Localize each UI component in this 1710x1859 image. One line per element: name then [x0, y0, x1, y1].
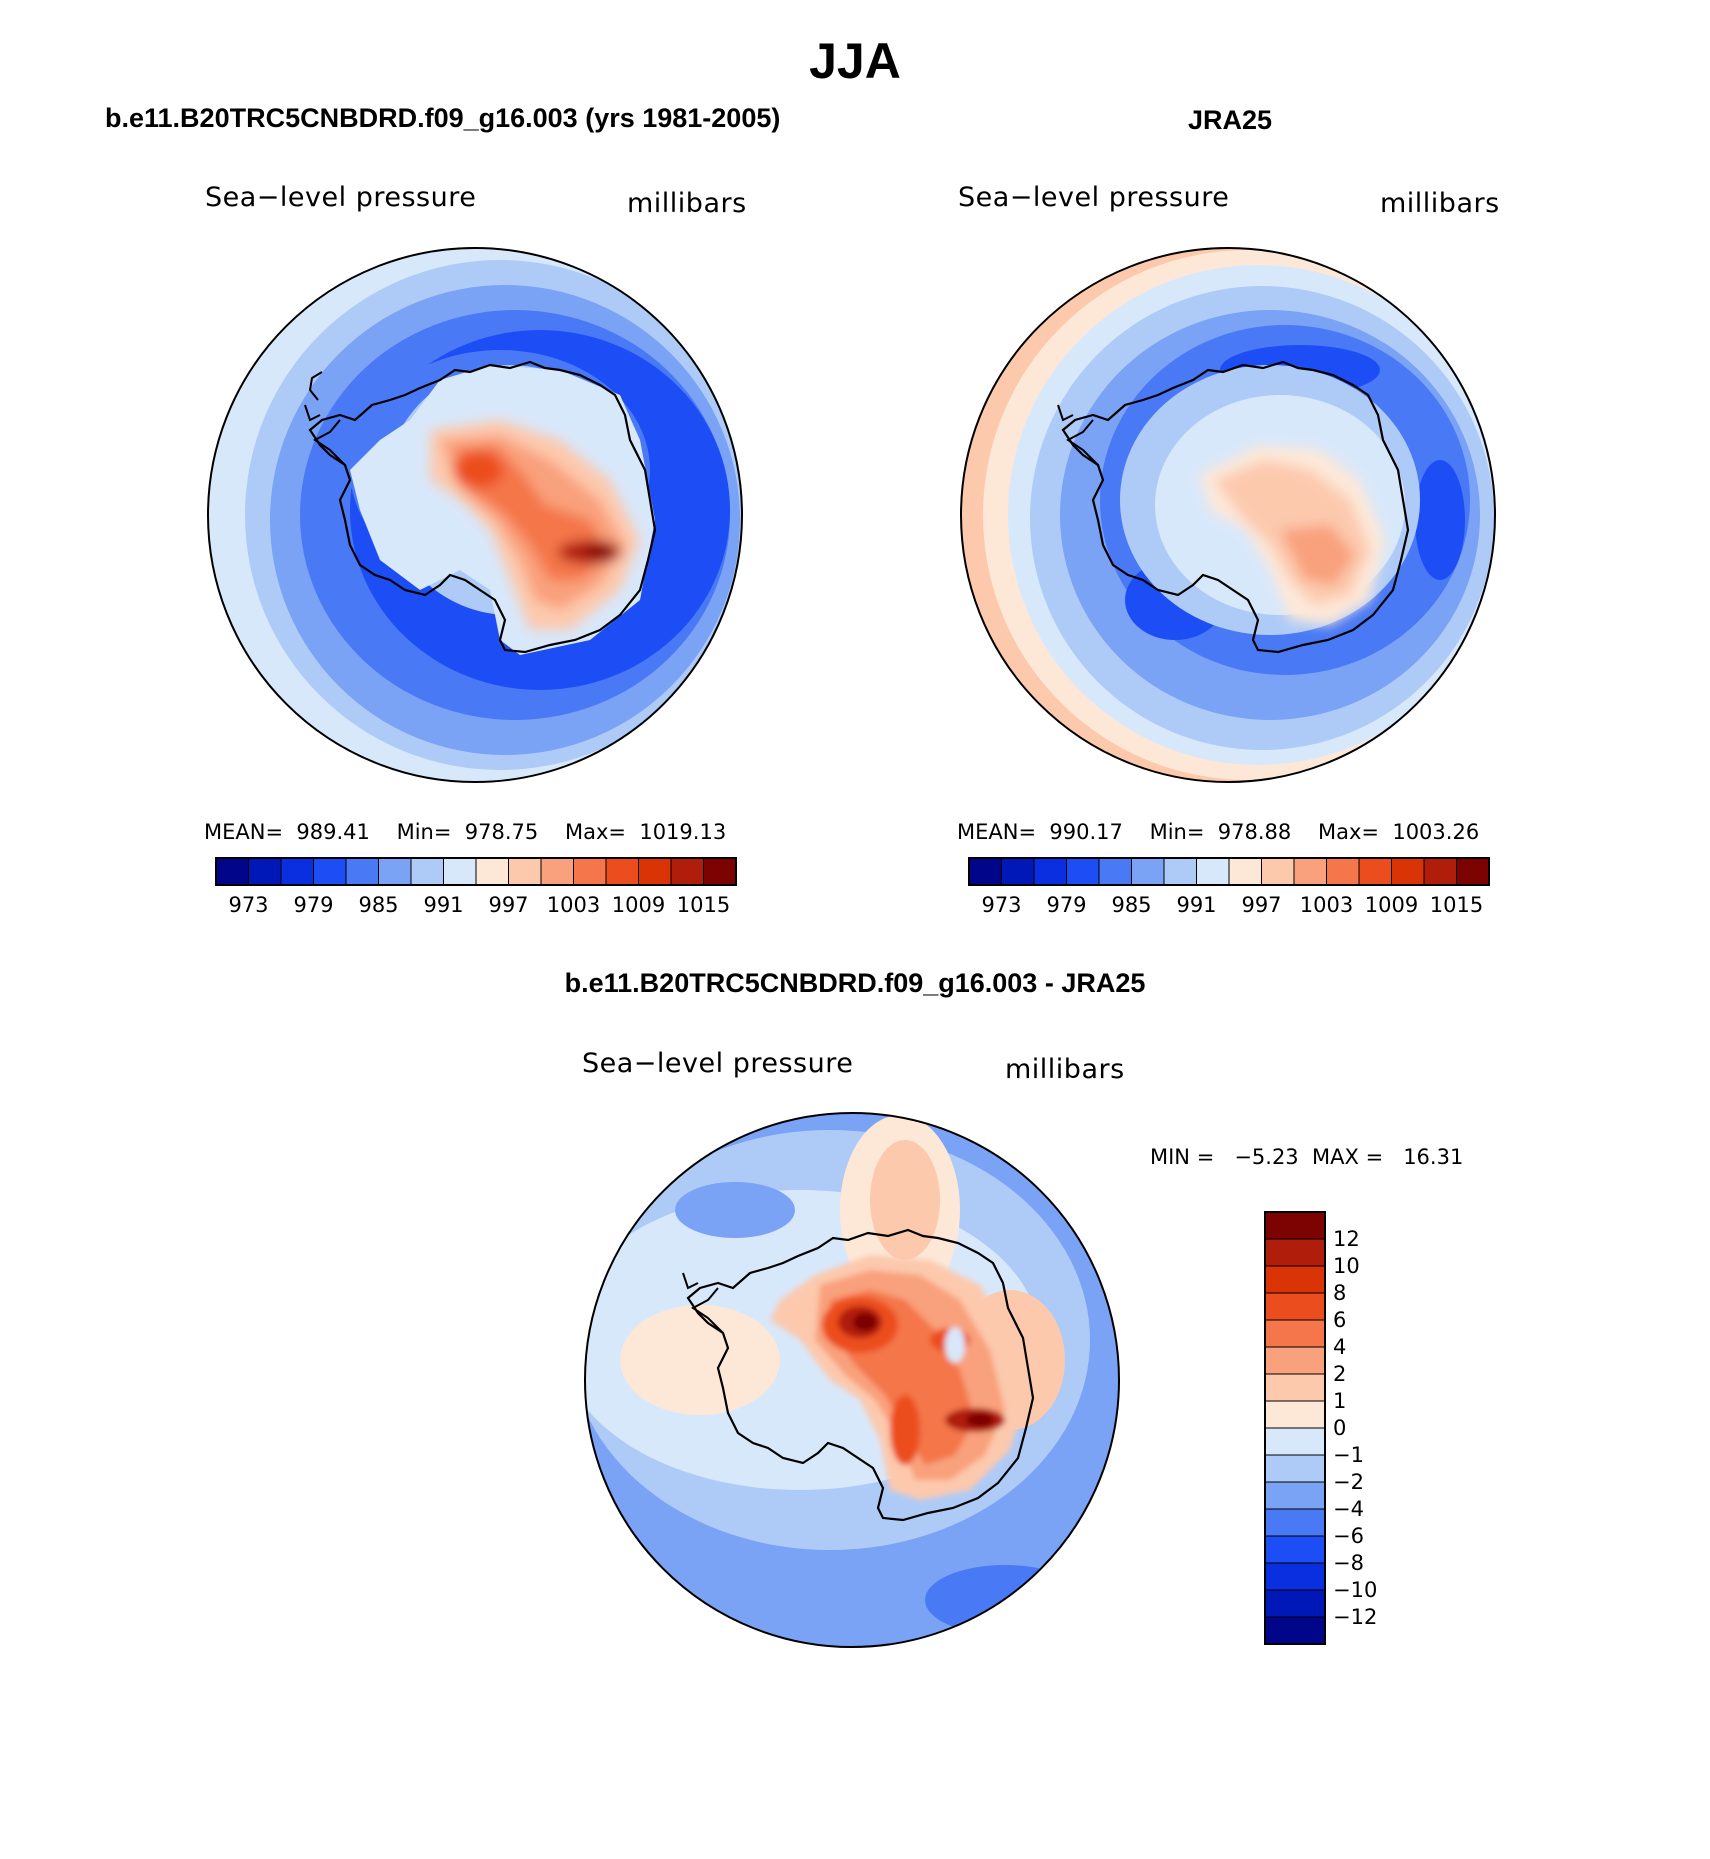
- colorbar-tick-label: 973: [981, 893, 1022, 917]
- colorbar-swatch: [670, 857, 704, 886]
- colorbar-swatch: [508, 857, 542, 886]
- colorbar-tick-label: 1015: [676, 893, 731, 917]
- colorbar-swatch: [345, 857, 379, 886]
- colorbar-tick-label: 4: [1333, 1335, 1347, 1359]
- model-panel-heading: b.e11.B20TRC5CNBDRD.f09_g16.003 (yrs 198…: [105, 103, 781, 133]
- colorbar-tick-label: 2: [1333, 1362, 1347, 1386]
- colorbar-swatch: [1264, 1535, 1326, 1564]
- colorbar-swatch: [1264, 1427, 1326, 1456]
- obs-stats: MEAN= 990.17 Min= 978.88 Max= 1003.26: [957, 820, 1480, 844]
- colorbar-swatch: [605, 857, 639, 886]
- colorbar-swatch: [1264, 1589, 1326, 1618]
- diff-variable-label: Sea−level pressure: [582, 1048, 854, 1079]
- colorbar-swatch: [968, 857, 1002, 886]
- colorbar-swatch: [1098, 857, 1132, 886]
- colorbar-tick-label: 997: [1241, 893, 1282, 917]
- colorbar-swatch: [703, 857, 737, 886]
- colorbar-tick-label: 12: [1333, 1227, 1360, 1251]
- colorbar-tick-label: 985: [358, 893, 399, 917]
- colorbar-swatch: [443, 857, 477, 886]
- colorbar-tick-label: −6: [1333, 1524, 1364, 1548]
- colorbar-swatch: [475, 857, 509, 886]
- colorbar-tick-label: 991: [1176, 893, 1217, 917]
- figure-title: JJA: [809, 33, 901, 89]
- colorbar-tick-label: 8: [1333, 1281, 1347, 1305]
- colorbar-tick-label: −10: [1333, 1578, 1378, 1602]
- colorbar-swatch: [1163, 857, 1197, 886]
- colorbar-swatch: [410, 857, 444, 886]
- colorbar-swatch: [1358, 857, 1392, 886]
- colorbar-swatch: [1131, 857, 1165, 886]
- colorbar-swatch: [215, 857, 249, 886]
- obs-panel-heading: JRA25: [1187, 105, 1273, 135]
- colorbar-tick-label: 10: [1333, 1254, 1360, 1278]
- colorbar-swatch: [1196, 857, 1230, 886]
- model-variable-label: Sea−level pressure: [205, 182, 477, 213]
- colorbar-swatch: [1264, 1292, 1326, 1321]
- colorbar-swatch: [1391, 857, 1425, 886]
- colorbar-tick-label: 1003: [1299, 893, 1354, 917]
- colorbar-swatch: [248, 857, 282, 886]
- colorbar-tick-label: −12: [1333, 1605, 1378, 1629]
- obs-polar-map: [961, 248, 1495, 782]
- colorbar-tick-label: 1: [1333, 1389, 1347, 1413]
- colorbar-tick-label: 1003: [546, 893, 601, 917]
- colorbar-swatch: [1264, 1319, 1326, 1348]
- colorbar-tick-label: 1015: [1429, 893, 1484, 917]
- colorbar-tick-label: −1: [1333, 1443, 1364, 1467]
- colorbar-tick-label: 991: [423, 893, 464, 917]
- colorbar-swatch: [1264, 1346, 1326, 1375]
- diff-polar-map: [585, 1113, 1119, 1647]
- obs-units-label: millibars: [1380, 188, 1500, 219]
- colorbar-swatch: [1326, 857, 1360, 886]
- colorbar-tick-label: 973: [228, 893, 269, 917]
- colorbar-tick-label: 0: [1333, 1416, 1347, 1440]
- model-units-label: millibars: [627, 188, 747, 219]
- colorbar-swatch: [1264, 1508, 1326, 1537]
- colorbar-swatch: [378, 857, 412, 886]
- colorbar-tick-label: 979: [1046, 893, 1087, 917]
- colorbar-swatch: [1264, 1265, 1326, 1294]
- colorbar-swatch: [1001, 857, 1035, 886]
- colorbar-swatch: [1033, 857, 1067, 886]
- colorbar-swatch: [1456, 857, 1490, 886]
- colorbar-tick-label: 997: [488, 893, 529, 917]
- obs-colorbar: [968, 857, 1490, 886]
- colorbar-swatch: [1261, 857, 1295, 886]
- colorbar-tick-label: 979: [293, 893, 334, 917]
- colorbar-tick-label: 1009: [1364, 893, 1419, 917]
- model-stats: MEAN= 989.41 Min= 978.75 Max= 1019.13: [204, 820, 727, 844]
- diff-panel-heading: b.e11.B20TRC5CNBDRD.f09_g16.003 - JRA25: [564, 968, 1146, 998]
- colorbar-swatch: [540, 857, 574, 886]
- colorbar-swatch: [1293, 857, 1327, 886]
- colorbar-swatch: [1228, 857, 1262, 886]
- colorbar-swatch: [1066, 857, 1100, 886]
- colorbar-tick-label: −2: [1333, 1470, 1364, 1494]
- colorbar-swatch: [1264, 1211, 1326, 1240]
- colorbar-swatch: [1423, 857, 1457, 886]
- diff-stats: MIN = −5.23 MAX = 16.31: [1150, 1145, 1464, 1169]
- model-polar-map: [208, 248, 742, 782]
- colorbar-swatch: [1264, 1238, 1326, 1267]
- obs-variable-label: Sea−level pressure: [958, 182, 1230, 213]
- colorbar-tick-label: 1009: [611, 893, 666, 917]
- colorbar-swatch: [1264, 1562, 1326, 1591]
- model-colorbar: [215, 857, 737, 886]
- colorbar-swatch: [1264, 1454, 1326, 1483]
- colorbar-swatch: [638, 857, 672, 886]
- colorbar-tick-label: −4: [1333, 1497, 1364, 1521]
- colorbar-tick-label: 6: [1333, 1308, 1347, 1332]
- diff-colorbar: [1264, 1211, 1326, 1645]
- diff-units-label: millibars: [1005, 1054, 1125, 1085]
- colorbar-swatch: [1264, 1481, 1326, 1510]
- colorbar-swatch: [573, 857, 607, 886]
- colorbar-swatch: [1264, 1400, 1326, 1429]
- colorbar-swatch: [1264, 1373, 1326, 1402]
- colorbar-tick-label: −8: [1333, 1551, 1364, 1575]
- colorbar-tick-label: 985: [1111, 893, 1152, 917]
- colorbar-swatch: [313, 857, 347, 886]
- colorbar-swatch: [280, 857, 314, 886]
- colorbar-swatch: [1264, 1616, 1326, 1645]
